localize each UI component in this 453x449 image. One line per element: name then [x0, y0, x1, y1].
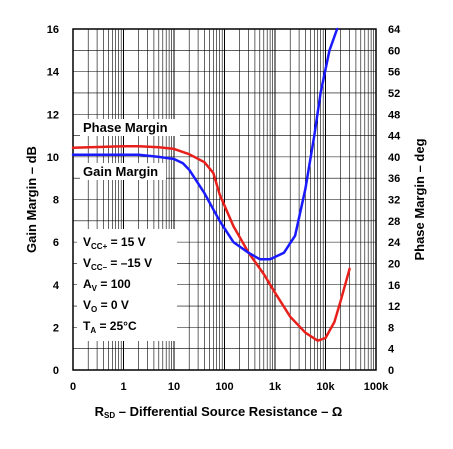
- x-tick-label: 1: [120, 381, 126, 393]
- y-right-tick-label: 20: [388, 258, 400, 270]
- y-right-tick-label: 64: [388, 24, 401, 36]
- tick-labels: 0246810121416048121620242832364044485256…: [24, 24, 427, 420]
- y-right-tick-label: 36: [388, 173, 400, 185]
- y-left-tick-label: 12: [47, 109, 59, 121]
- phase-margin-label-background: [80, 119, 180, 136]
- y-right-tick-label: 40: [388, 152, 400, 164]
- y-left-tick-label: 14: [47, 67, 60, 79]
- y-left-tick-label: 4: [53, 280, 60, 292]
- phase-margin-label: Phase Margin: [83, 120, 168, 135]
- y-left-tick-label: 2: [53, 322, 59, 334]
- y-right-tick-label: 24: [388, 237, 401, 249]
- y-right-tick-label: 32: [388, 195, 400, 207]
- y-right-tick-label: 52: [388, 88, 400, 100]
- x-tick-label: 1k: [269, 381, 282, 393]
- y-left-axis-title: Gain Margin – dB: [24, 146, 39, 253]
- y-right-tick-label: 16: [388, 280, 400, 292]
- x-tick-label: 10: [168, 381, 180, 393]
- x-axis-title: RSD – Differential Source Resistance – Ω: [95, 404, 343, 420]
- condition-line: VCC+ = 15 V: [83, 235, 146, 251]
- series-lines: [71, 27, 351, 342]
- condition-line: VCC– = –15 V: [83, 256, 152, 272]
- y-right-axis-title: Phase Margin – deg: [412, 138, 427, 260]
- x-tick-label: 0: [70, 381, 76, 393]
- y-right-tick-label: 56: [388, 67, 400, 79]
- y-left-tick-label: 8: [53, 195, 59, 207]
- condition-line: TA = 25°C: [83, 319, 137, 335]
- gain-margin-label: Gain Margin: [83, 164, 158, 179]
- y-left-tick-label: 0: [53, 365, 59, 377]
- plot-frame: [72, 28, 377, 371]
- conditions-background: [77, 229, 177, 341]
- y-left-tick-label: 10: [47, 152, 59, 164]
- y-right-tick-label: 48: [388, 109, 400, 121]
- phase-margin-line: [71, 144, 351, 342]
- y-right-tick-label: 12: [388, 301, 400, 313]
- x-tick-label: 100: [215, 381, 233, 393]
- y-right-tick-label: 28: [388, 216, 400, 228]
- gain-margin-line: [71, 27, 339, 261]
- y-left-tick-label: 16: [47, 24, 59, 36]
- condition-line: AV = 100: [83, 277, 131, 293]
- y-right-tick-label: 60: [388, 45, 400, 57]
- y-right-tick-label: 4: [388, 344, 395, 356]
- y-right-tick-label: 0: [388, 365, 394, 377]
- y-right-tick-label: 8: [388, 322, 394, 334]
- y-right-tick-label: 44: [388, 131, 401, 143]
- annotations: Phase Margin Gain Margin VCC+ = 15 V VCC– =…: [77, 119, 180, 341]
- condition-line: VO = 0 V: [83, 298, 129, 314]
- gain-margin-label-background: [80, 163, 166, 180]
- x-tick-label: 100k: [364, 381, 389, 393]
- y-left-tick-label: 6: [53, 237, 59, 249]
- x-tick-label: 10k: [316, 381, 335, 393]
